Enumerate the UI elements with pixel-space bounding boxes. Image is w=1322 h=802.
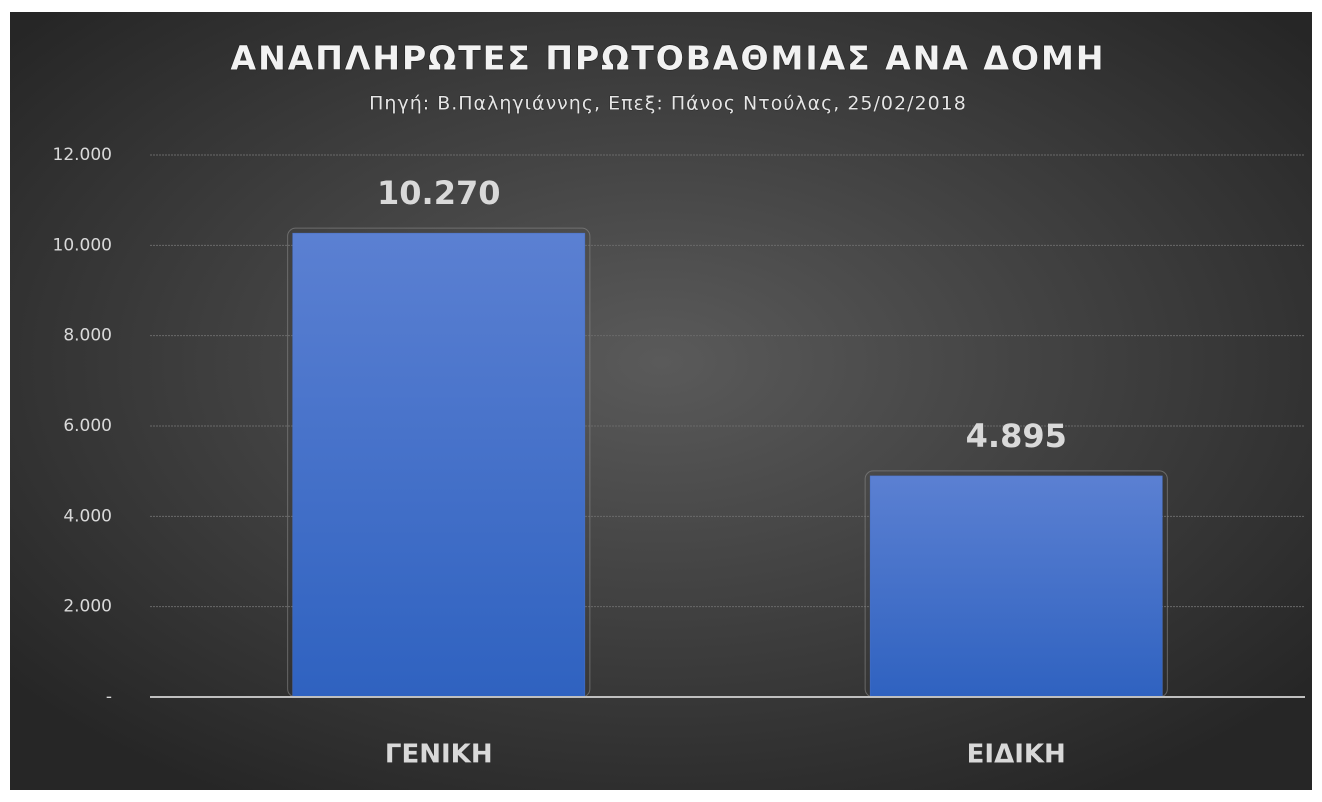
- y-tick-label: 6.000: [63, 416, 112, 436]
- y-tick-label: 2.000: [63, 597, 112, 617]
- y-tick-label: 8.000: [63, 326, 112, 346]
- x-tick-label: ΕΙΔΙΚΗ: [967, 740, 1066, 770]
- y-tick-label: 12.000: [53, 145, 112, 165]
- bar: [292, 232, 586, 698]
- x-tick-label: ΓΕΝΙΚΗ: [385, 740, 493, 770]
- chart-title: ΑΝΑΠΛΗΡΩΤΕΣ ΠΡΩΤΟΒΑΘΜΙΑΣ ΑΝΑ ΔΟΜΗ: [231, 39, 1106, 78]
- y-tick-label: 10.000: [53, 235, 112, 255]
- bar: [869, 475, 1163, 698]
- value-label: 4.895: [966, 417, 1067, 455]
- y-tick-label: 4.000: [63, 506, 112, 526]
- y-tick-label: -: [106, 687, 112, 707]
- value-label: 10.270: [377, 174, 500, 212]
- chart-subtitle: Πηγή: Β.Παληγιάννης, Επεξ: Πάνος Ντούλας…: [369, 93, 967, 115]
